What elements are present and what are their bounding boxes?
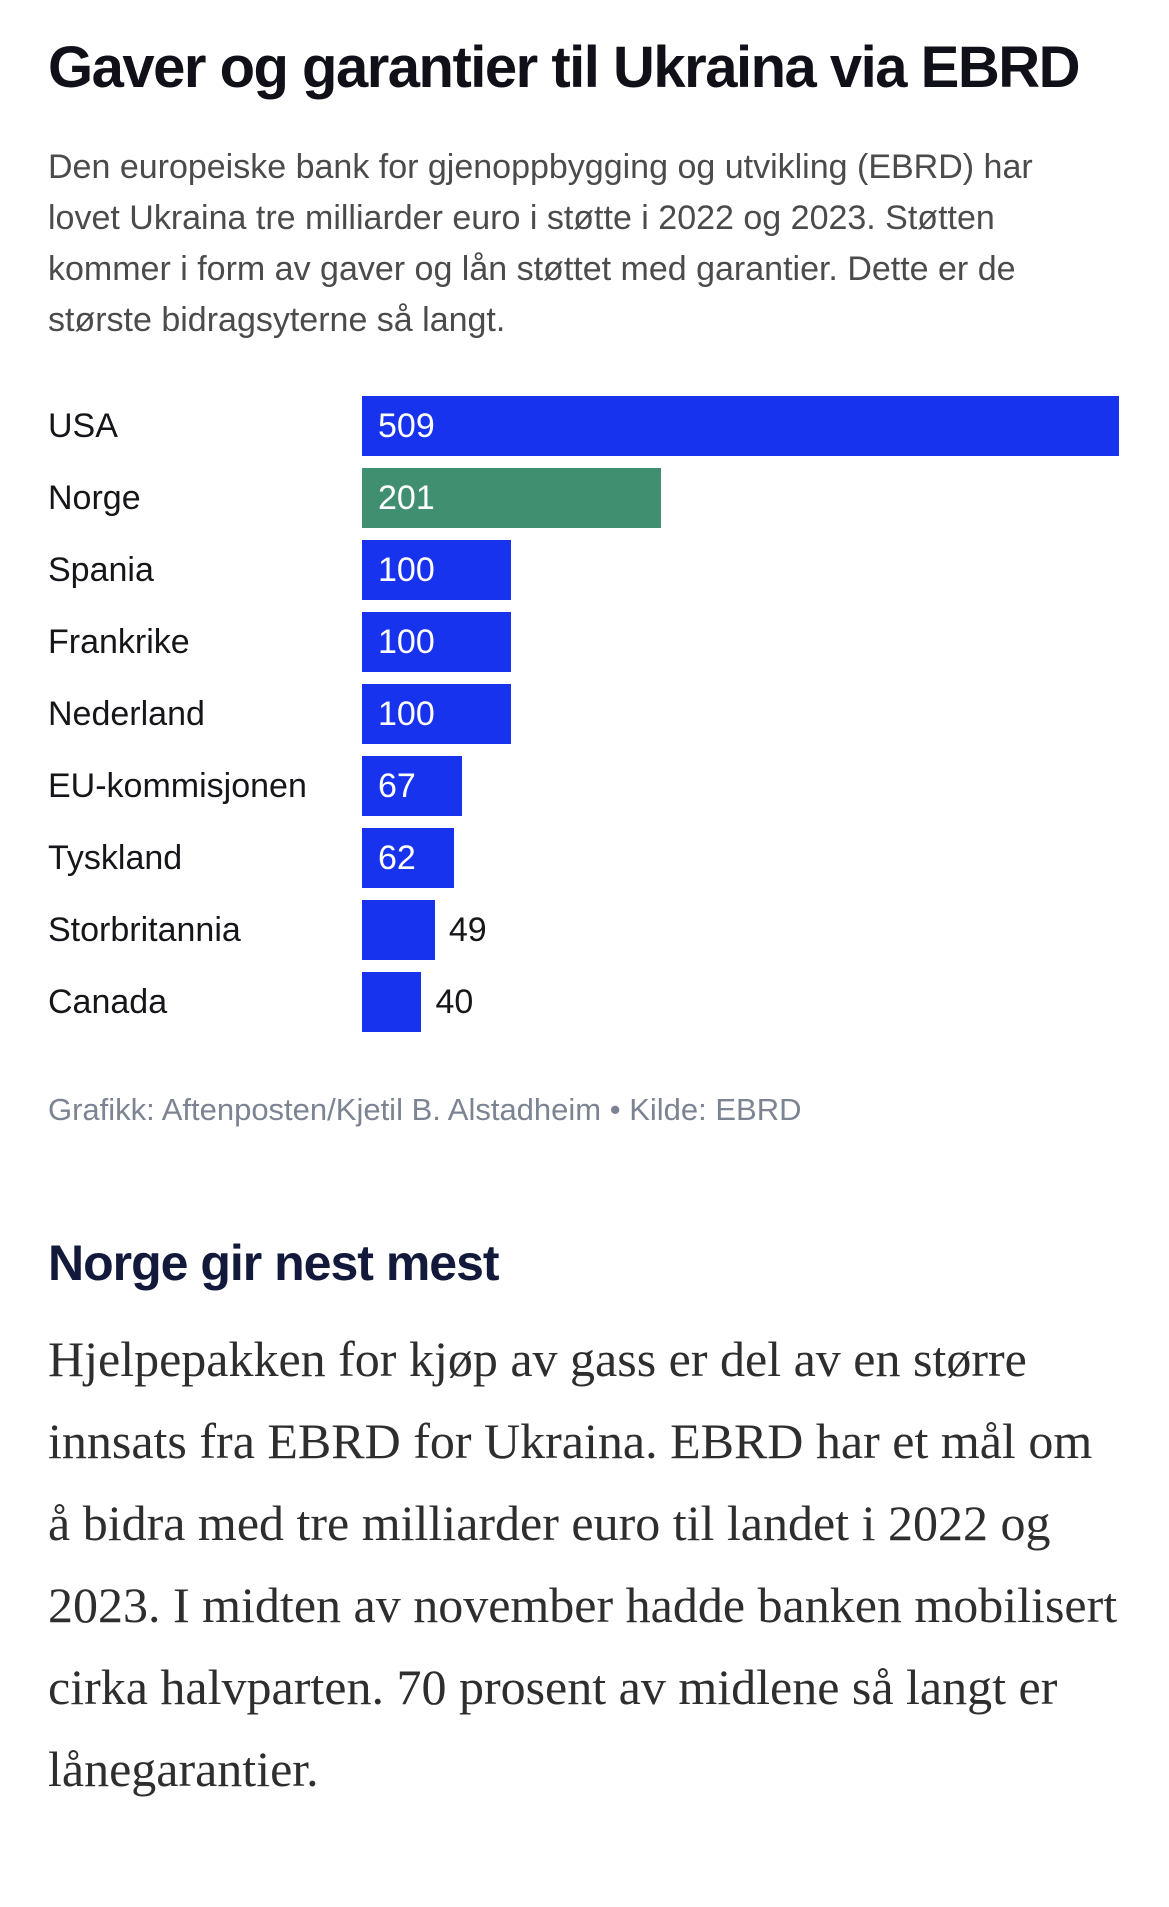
bar-value: 67 [378, 766, 416, 805]
bar-usa: 509 [362, 396, 1119, 457]
bar-category-label: Storbritannia [48, 910, 241, 949]
bar-value: 40 [435, 982, 474, 1021]
bar-category-label: EU-kommisjonen [48, 766, 307, 805]
bar-chart: USA 509 Norge 201 Spania 100 Frankrike 100 Neder… [48, 396, 1119, 1033]
bar-eu-kommisjonen: 67 [362, 756, 462, 817]
chart-row: Spania 100 [48, 540, 1119, 601]
chart-row: Nederland 100 [48, 684, 1119, 745]
bar-track: 201 [362, 468, 1119, 529]
intro-paragraph: Den europeiske bank for gjenoppbygging o… [48, 148, 1033, 340]
bar-value: 100 [378, 694, 435, 733]
bar-canada [362, 972, 422, 1033]
body-paragraph: Hjelpepakken for kjøp av gass er del av … [48, 1331, 1118, 1798]
article: Gaver og garantier til Ukraina via EBRD … [48, 35, 1119, 1798]
bar-norge: 201 [362, 468, 661, 529]
bar-frankrike: 100 [362, 612, 511, 673]
bar-nederland: 100 [362, 684, 511, 745]
chart-row: Canada 40 [48, 972, 1119, 1033]
bar-category-label: Canada [48, 982, 168, 1021]
chart-row: EU-kommisjonen 67 [48, 756, 1119, 817]
bar-value: 509 [378, 406, 435, 445]
bar-storbritannia [362, 900, 435, 961]
bar-track: 100 [362, 612, 1119, 673]
chart-row: Norge 201 [48, 468, 1119, 529]
chart-row: Storbritannia 49 [48, 900, 1119, 961]
bar-value: 100 [378, 550, 435, 589]
bar-track: 40 [362, 972, 1119, 1033]
chart-row: USA 509 [48, 396, 1119, 457]
bar-value: 201 [378, 478, 435, 517]
bar-category-label: Tyskland [48, 838, 183, 877]
chart-credit: Grafikk: Aftenposten/Kjetil B. Alstadhei… [48, 1092, 802, 1128]
chart-row: Tyskland 62 [48, 828, 1119, 889]
bar-track: 100 [362, 540, 1119, 601]
bar-value: 62 [378, 838, 416, 877]
bar-track: 100 [362, 684, 1119, 745]
bar-category-label: Frankrike [48, 622, 190, 661]
bar-track: 62 [362, 828, 1119, 889]
bar-category-label: USA [48, 406, 118, 445]
section-subheading: Norge gir nest mest [48, 1235, 500, 1292]
bar-track: 509 [362, 396, 1119, 457]
chart-row: Frankrike 100 [48, 612, 1119, 673]
bar-tyskland: 62 [362, 828, 455, 889]
bar-track: 67 [362, 756, 1119, 817]
bar-category-label: Nederland [48, 694, 205, 733]
bar-category-label: Spania [48, 550, 154, 589]
page-title: Gaver og garantier til Ukraina via EBRD [48, 35, 1080, 100]
bar-value: 100 [378, 622, 435, 661]
bar-spania: 100 [362, 540, 511, 601]
bar-track: 49 [362, 900, 1119, 961]
bar-value: 49 [448, 910, 487, 949]
bar-category-label: Norge [48, 478, 141, 517]
